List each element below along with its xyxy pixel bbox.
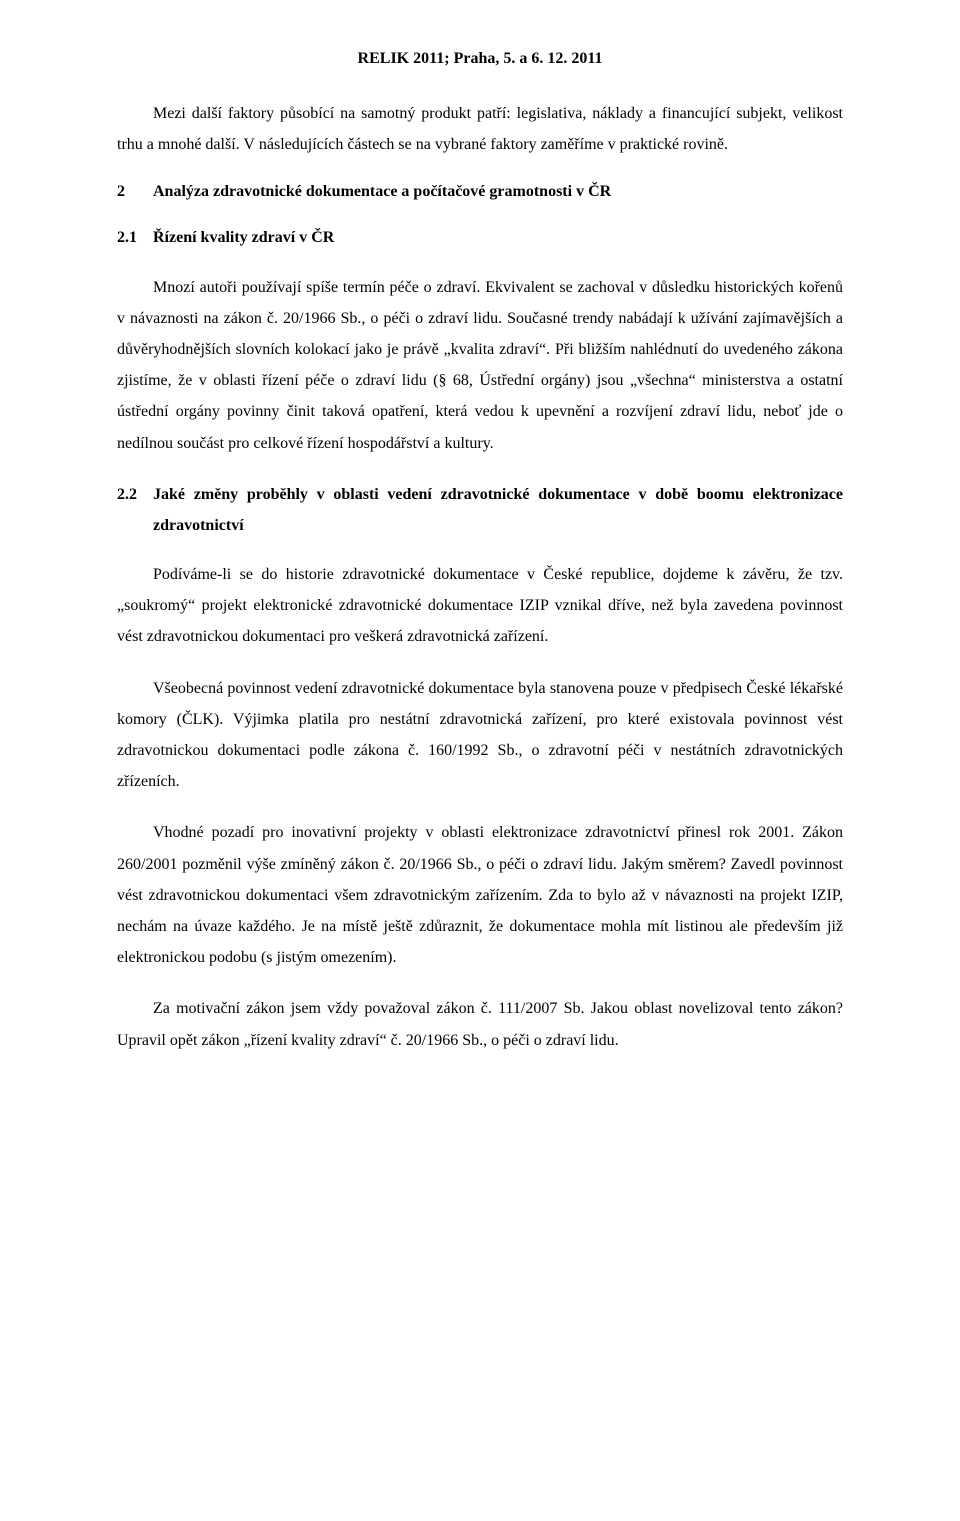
section-2-1-heading: 2.1 Řízení kvality zdraví v ČR — [117, 222, 843, 253]
section-number: 2 — [117, 180, 153, 204]
paragraph-2-2-b: Všeobecná povinnost vedení zdravotnické … — [117, 673, 843, 798]
section-title: Analýza zdravotnické dokumentace a počít… — [153, 180, 611, 204]
section-title: Řízení kvality zdraví v ČR — [153, 222, 843, 253]
paragraph-2-2-c: Vhodné pozadí pro inovativní projekty v … — [117, 817, 843, 973]
paragraph-intro: Mezi další faktory působící na samotný p… — [117, 98, 843, 160]
section-title: Jaké změny proběhly v oblasti vedení zdr… — [153, 479, 843, 541]
section-2-2-heading: 2.2 Jaké změny proběhly v oblasti vedení… — [117, 479, 843, 541]
page-header: RELIK 2011; Praha, 5. a 6. 12. 2011 — [117, 50, 843, 68]
paragraph-2-2-d: Za motivační zákon jsem vždy považoval z… — [117, 993, 843, 1055]
paragraph-2-1-body: Mnozí autoři používají spíše termín péče… — [117, 272, 843, 459]
section-number: 2.2 — [117, 479, 153, 541]
section-number: 2.1 — [117, 222, 153, 253]
paragraph-2-2-a: Podíváme-li se do historie zdravotnické … — [117, 559, 843, 653]
section-2-heading: 2 Analýza zdravotnické dokumentace a poč… — [117, 180, 843, 204]
